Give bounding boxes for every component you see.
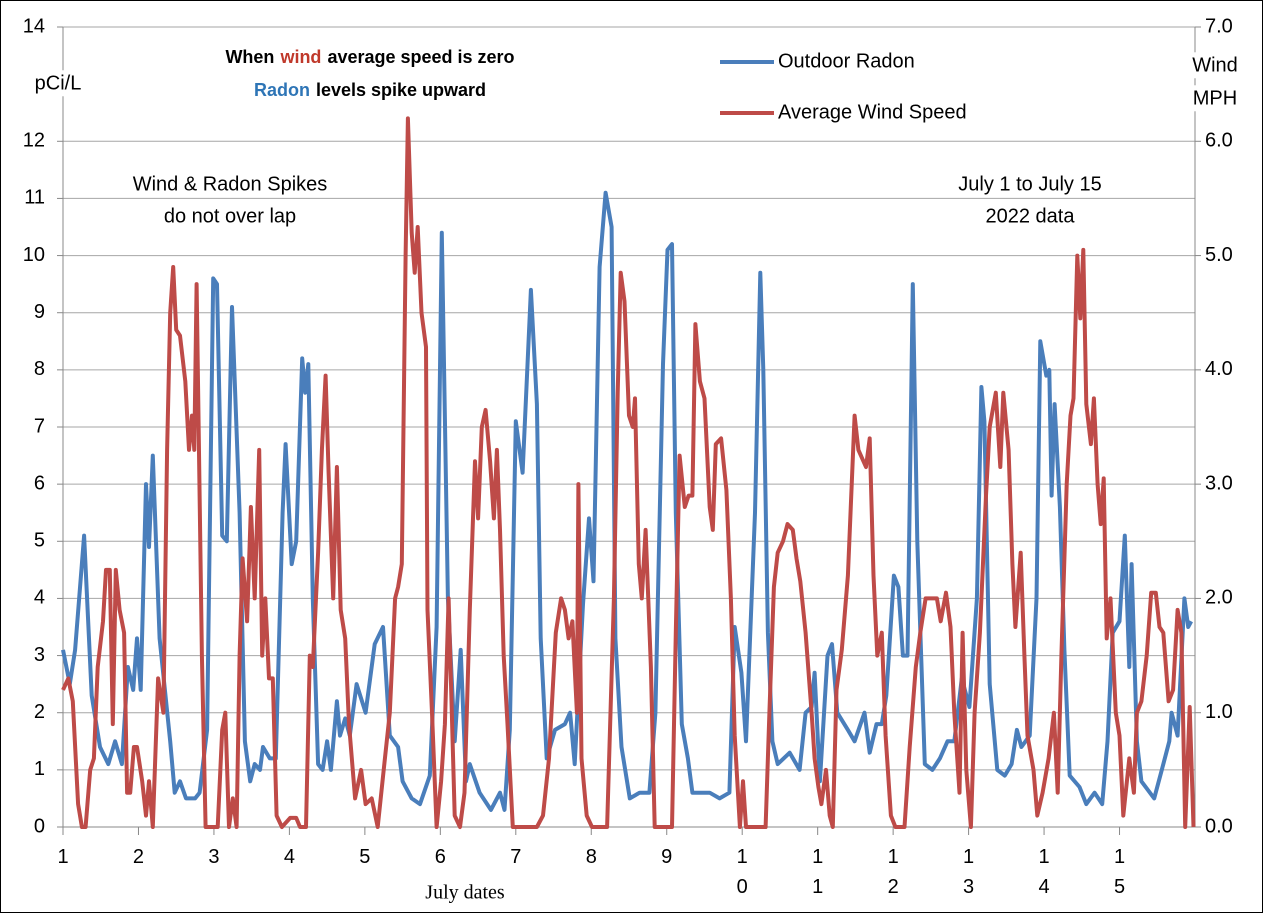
- y2-tick-label: 7.0: [1205, 15, 1233, 37]
- y2-tick-label: 1.0: [1205, 701, 1233, 723]
- x-tick-label: 14: [1038, 846, 1050, 898]
- label-background: [1188, 85, 1242, 112]
- label-background: [241, 77, 499, 102]
- label-background: [950, 171, 1110, 198]
- x-tick-label: 12: [887, 846, 899, 898]
- y-tick-label: 2: [34, 701, 45, 723]
- x-tick-label: 5: [359, 846, 371, 868]
- y-tick-label: 14: [23, 15, 45, 37]
- y-tick-label: 12: [23, 130, 45, 152]
- note: July 1 to July 15: [958, 173, 1101, 195]
- x-tick-label: 10: [736, 846, 748, 898]
- y2-axis-label: MPH: [1193, 87, 1237, 109]
- x-tick-label: 15: [1113, 846, 1126, 898]
- y2-tick-label: 0.0: [1205, 815, 1233, 837]
- x-tick-label: 6: [434, 846, 446, 868]
- y-tick-label: 3: [34, 644, 45, 666]
- y-tick-label: 5: [34, 530, 45, 552]
- label-background: [30, 70, 86, 97]
- x-tick-label: 1: [57, 846, 69, 868]
- label-background: [774, 48, 919, 75]
- annotation: Radon levels spike upward: [254, 80, 486, 100]
- note: 2022 data: [986, 205, 1076, 227]
- annotation-part: levels spike upward: [316, 80, 486, 100]
- series-line: [61, 116, 1196, 829]
- y-tick-label: 6: [34, 472, 45, 494]
- note: Wind & Radon Spikes: [133, 173, 328, 195]
- label-background: [124, 171, 336, 198]
- y2-tick-label: 5.0: [1205, 244, 1233, 266]
- label-background: [977, 203, 1084, 230]
- label-background: [213, 44, 527, 69]
- y-tick-label: 4: [34, 587, 45, 609]
- x-tick-label: 13: [963, 846, 975, 898]
- x-tick-label: 3: [208, 846, 220, 868]
- y-tick-label: 10: [23, 244, 45, 266]
- annotation: When wind average speed is zero: [225, 47, 514, 67]
- y2-tick-label: 3.0: [1205, 472, 1233, 494]
- x-tick-label: 7: [510, 846, 522, 868]
- annotation-part: Radon: [254, 80, 310, 100]
- y-tick-label: 7: [34, 415, 45, 437]
- series-line: [61, 190, 1193, 812]
- y2-tick-label: 4.0: [1205, 358, 1233, 380]
- label-background: [1188, 52, 1242, 79]
- y2-tick-label: 6.0: [1205, 130, 1233, 152]
- annotation-part: wind: [279, 47, 321, 67]
- y-tick-label: 8: [34, 358, 45, 380]
- y2-tick-label: 2.0: [1205, 587, 1233, 609]
- x-tick-label: 4: [283, 846, 295, 868]
- x-tick-label: 2: [132, 846, 145, 868]
- y-axis-label: pCi/L: [35, 72, 82, 94]
- label-background: [155, 203, 305, 230]
- y-tick-label: 1: [34, 758, 45, 780]
- x-tick-label: 8: [585, 846, 597, 868]
- note: do not over lap: [164, 205, 296, 227]
- x-tick-label: 11: [812, 846, 824, 898]
- annotation-part: When: [225, 47, 274, 67]
- y2-axis-label: Wind: [1192, 54, 1238, 76]
- annotation-part: average speed is zero: [327, 47, 514, 67]
- label-background: [774, 99, 971, 126]
- legend-label: Average Wind Speed: [778, 101, 967, 123]
- y-tick-label: 9: [34, 301, 45, 323]
- x-tick-label: 9: [661, 846, 673, 868]
- legend-label: Outdoor Radon: [778, 50, 915, 72]
- y-tick-label: 11: [24, 187, 45, 209]
- x-axis-label: July dates: [425, 882, 505, 904]
- y-tick-label: 0: [34, 815, 45, 837]
